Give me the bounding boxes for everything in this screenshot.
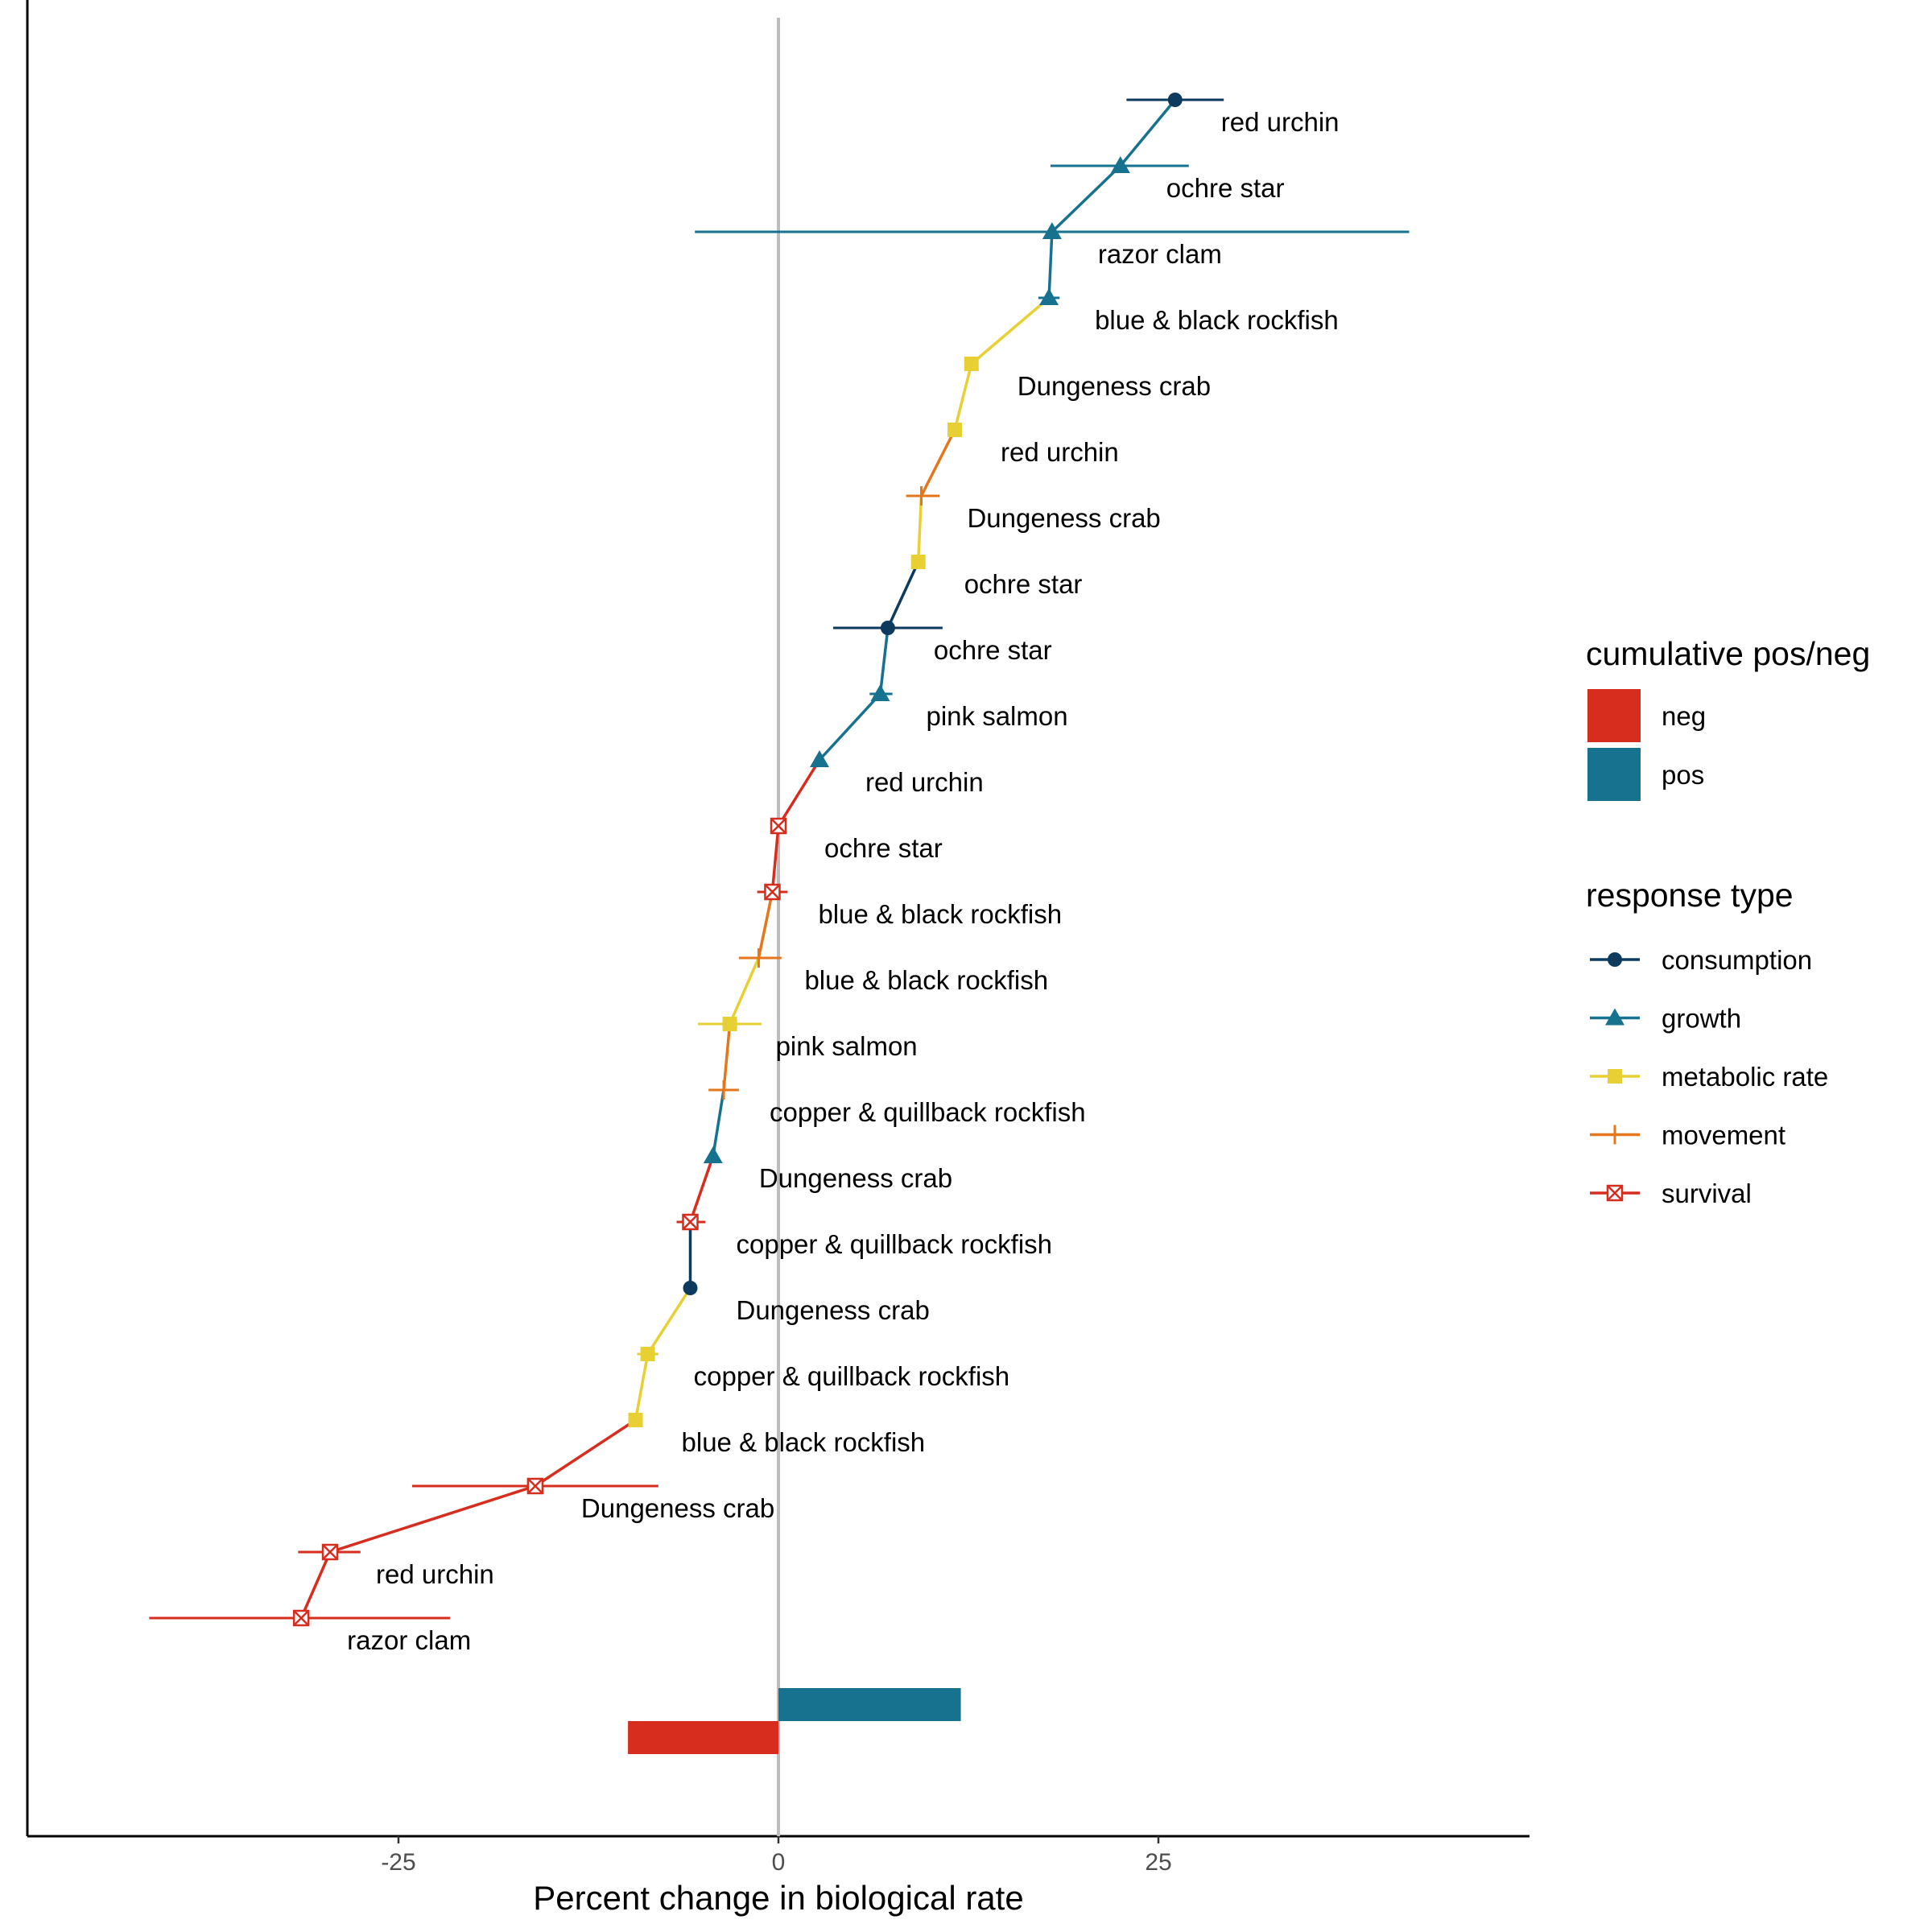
legend-swatch-pos bbox=[1587, 748, 1641, 801]
point-label: Dungeness crab bbox=[736, 1295, 929, 1325]
data-point-metabolic-rate bbox=[722, 1017, 737, 1031]
legend-label-consumption: consumption bbox=[1662, 945, 1812, 975]
point-label: red urchin bbox=[1221, 107, 1340, 137]
connecting-path bbox=[299, 98, 1177, 1619]
path-segment bbox=[770, 825, 780, 893]
path-segment bbox=[728, 957, 761, 1025]
path-segment bbox=[712, 1089, 725, 1157]
path-segment bbox=[777, 759, 821, 827]
point-label: blue & black rockfish bbox=[804, 965, 1048, 995]
legend-label-growth: growth bbox=[1662, 1004, 1741, 1034]
data-point-movement bbox=[749, 948, 769, 968]
path-segment bbox=[722, 1023, 732, 1091]
data-point-survival bbox=[321, 1543, 339, 1561]
x-tick-label: 25 bbox=[1145, 1849, 1171, 1876]
legend-label-survival: survival bbox=[1662, 1179, 1752, 1208]
point-label: Dungeness crab bbox=[759, 1163, 952, 1193]
path-segment bbox=[757, 891, 774, 959]
data-point-metabolic-rate bbox=[640, 1347, 655, 1361]
path-segment bbox=[534, 1418, 637, 1488]
point-label: ochre star bbox=[1166, 173, 1285, 203]
legend-label-movement: movement bbox=[1662, 1121, 1785, 1150]
point-label: blue & black rockfish bbox=[682, 1427, 926, 1457]
point-label: pink salmon bbox=[926, 701, 1067, 731]
path-segment bbox=[953, 363, 973, 431]
path-segment bbox=[919, 429, 956, 497]
point-label: Dungeness crab bbox=[967, 503, 1160, 533]
x-axis-title: Percent change in biological rate bbox=[533, 1879, 1023, 1917]
point-label: ochre star bbox=[824, 833, 943, 863]
data-point-metabolic-rate bbox=[947, 423, 963, 437]
path-segment bbox=[688, 1155, 715, 1223]
legend-title-response: response type bbox=[1586, 877, 1794, 914]
point-labels: red urchin ochre star razor clam blue & bla… bbox=[347, 107, 1339, 1655]
data-point-consumption bbox=[683, 1281, 698, 1295]
data-point-growth bbox=[870, 684, 890, 701]
data-point-movement bbox=[911, 486, 931, 506]
point-label: copper & quillback rockfish bbox=[736, 1229, 1052, 1259]
point-label: copper & quillback rockfish bbox=[694, 1361, 1010, 1391]
data-point-growth bbox=[1110, 156, 1130, 173]
path-segment bbox=[299, 1551, 332, 1619]
path-segment bbox=[970, 296, 1051, 365]
legend-label-neg: neg bbox=[1662, 701, 1706, 731]
data-point-growth bbox=[1039, 288, 1059, 305]
x-tick-label: -25 bbox=[381, 1849, 415, 1876]
point-label: ochre star bbox=[934, 635, 1052, 665]
path-segment bbox=[634, 1353, 650, 1421]
data-point-survival bbox=[682, 1213, 699, 1231]
path-segment bbox=[1047, 231, 1054, 299]
path-segment bbox=[646, 1287, 691, 1355]
point-label: Dungeness crab bbox=[581, 1493, 774, 1523]
data-point-survival bbox=[764, 883, 781, 901]
path-segment bbox=[329, 1484, 536, 1554]
data-point-growth bbox=[1042, 222, 1062, 239]
path-segment bbox=[886, 561, 920, 629]
cumulative-bars bbox=[628, 1688, 961, 1754]
data-point-consumption bbox=[880, 621, 895, 635]
legend-marker-metabolic-rate bbox=[1608, 1069, 1622, 1084]
legend-swatch-neg bbox=[1587, 689, 1641, 742]
data-point-survival bbox=[770, 817, 787, 835]
legend-marker-growth bbox=[1605, 1008, 1624, 1026]
legend-label-metabolic-rate: metabolic rate bbox=[1662, 1062, 1828, 1092]
cumulative-bar-neg bbox=[628, 1721, 778, 1754]
data-point-consumption bbox=[1167, 93, 1183, 107]
data-point-survival bbox=[292, 1609, 310, 1627]
data-point-metabolic-rate bbox=[910, 555, 926, 569]
cumulative-bar-pos bbox=[778, 1688, 961, 1721]
path-segment bbox=[878, 627, 890, 695]
legend-label-pos: pos bbox=[1662, 760, 1704, 790]
legend: cumulative pos/neg response type neg pos c… bbox=[1586, 635, 1870, 1208]
legend-marker-consumption bbox=[1608, 952, 1622, 967]
point-label: ochre star bbox=[964, 569, 1083, 599]
path-segment bbox=[916, 495, 923, 563]
point-label: red urchin bbox=[865, 767, 984, 797]
point-label: Dungeness crab bbox=[1018, 371, 1211, 401]
point-label: razor clam bbox=[1098, 239, 1222, 269]
data-points bbox=[292, 93, 1183, 1627]
point-label: blue & black rockfish bbox=[1095, 305, 1339, 335]
legend-title-cumulative: cumulative pos/neg bbox=[1586, 635, 1870, 672]
point-label: blue & black rockfish bbox=[818, 899, 1062, 929]
x-tick-label: 0 bbox=[772, 1849, 786, 1876]
data-point-survival bbox=[526, 1477, 544, 1495]
point-label: red urchin bbox=[376, 1559, 494, 1589]
data-point-metabolic-rate bbox=[628, 1413, 643, 1427]
data-point-growth bbox=[809, 750, 829, 767]
data-point-growth bbox=[703, 1146, 723, 1163]
path-segment bbox=[1051, 164, 1122, 233]
point-label: copper & quillback rockfish bbox=[770, 1097, 1086, 1127]
path-segment bbox=[1119, 98, 1177, 167]
point-label: razor clam bbox=[347, 1625, 471, 1655]
x-axis-ticks: -25 0 25 bbox=[381, 1836, 1172, 1876]
path-segment bbox=[818, 692, 881, 762]
legend-marker-movement bbox=[1605, 1125, 1624, 1145]
point-label: red urchin bbox=[1001, 437, 1119, 467]
legend-marker-survival bbox=[1606, 1184, 1624, 1202]
point-label: pink salmon bbox=[776, 1031, 918, 1061]
data-point-movement bbox=[714, 1080, 734, 1100]
data-point-metabolic-rate bbox=[964, 357, 979, 371]
